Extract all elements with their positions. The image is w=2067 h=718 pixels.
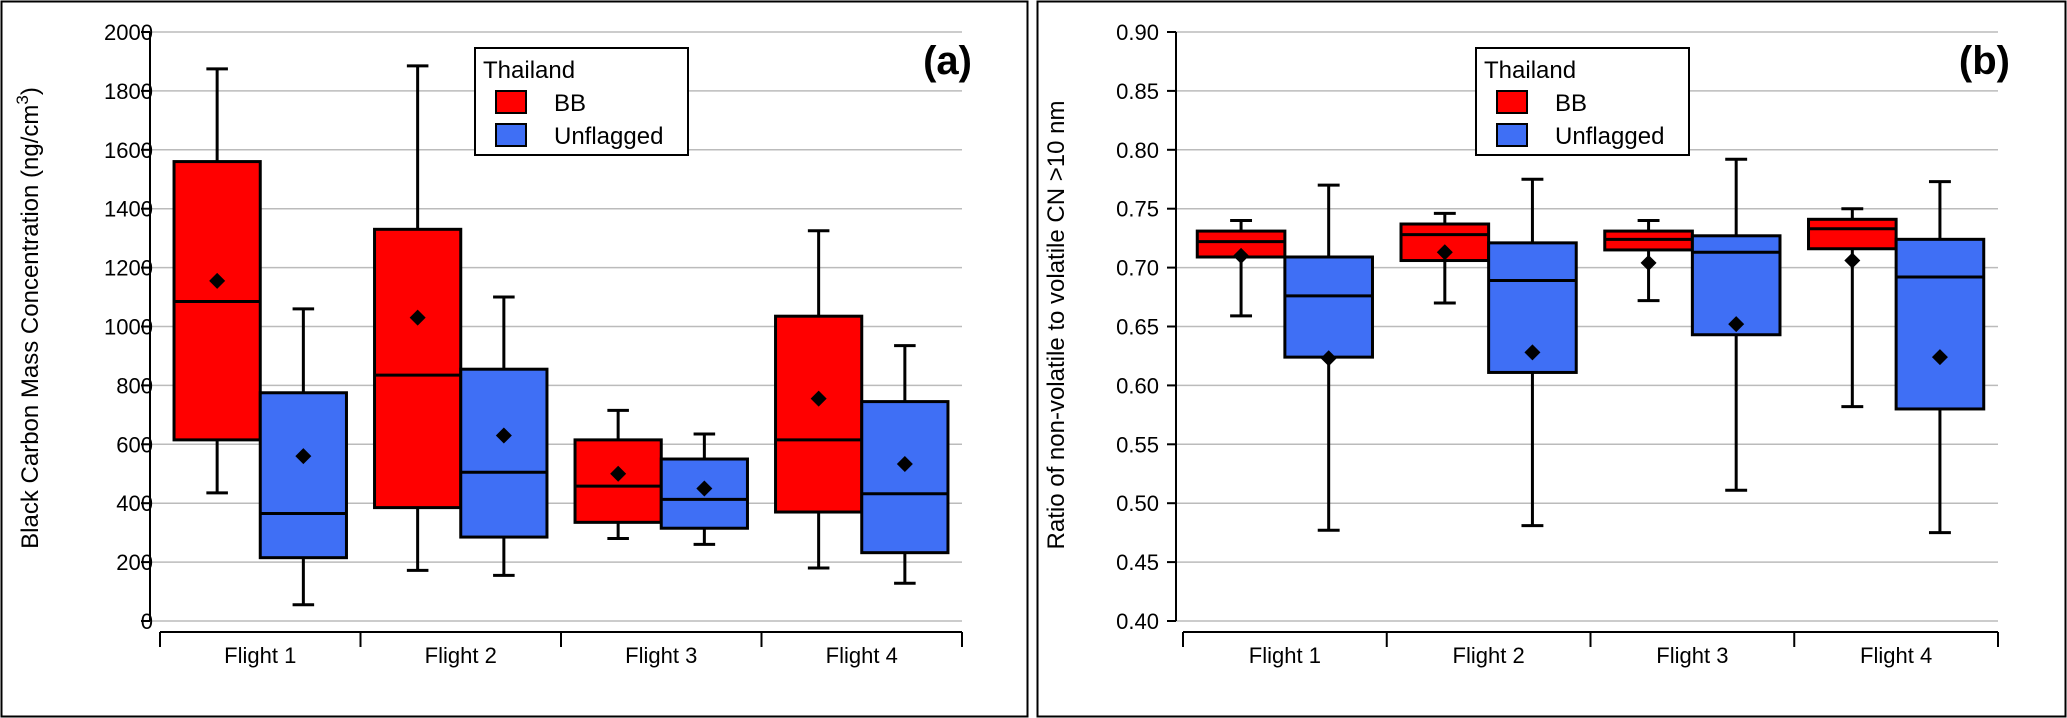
chart-b-legend: Thailand BB Unflagged (1475, 47, 1690, 156)
legend-b-label-bb: BB (1555, 90, 1587, 117)
chart-a-panel-label: (a) (923, 39, 972, 83)
y-tick-label: 0.90 (1116, 20, 1159, 45)
y-tick-label: 0.80 (1116, 138, 1159, 163)
legend-a-title: Thailand (483, 57, 575, 84)
chart-b-ylabel-main: Ratio of non-volatile to volatile CN >10… (1043, 101, 1070, 550)
y-tick-label: 0.85 (1116, 79, 1159, 104)
legend-a-swatch-unflagged (495, 123, 527, 147)
y-tick-label: 1200 (104, 256, 153, 281)
y-tick-label: 200 (116, 550, 153, 575)
y-tick-label: 1400 (104, 197, 153, 222)
y-tick-label: 1600 (104, 138, 153, 163)
box-unflagged (860, 400, 950, 555)
chart-b-ylabel: Ratio of non-volatile to volatile CN >10… (1043, 101, 1070, 550)
x-tick-label: Flight 2 (425, 643, 497, 668)
chart-a-ylabel: Black Carbon Mass Concentration (ng/cm3) (13, 87, 44, 549)
legend-b-swatch-bb (1496, 90, 1528, 114)
box-bb (1807, 217, 1898, 251)
chart-a-ylabel-sup: 3 (13, 95, 32, 104)
legend-a-label-unflagged: Unflagged (554, 123, 663, 150)
chart-b-axes: 0.40 0.45 0.50 0.55 0.60 0.65 0.70 0.75 0.80 0.85… (1116, 20, 1999, 668)
mean-marker (295, 448, 312, 465)
panel-b-frame (1036, 0, 2067, 718)
mean-marker (1844, 252, 1861, 269)
x-tick-label: Flight 4 (1860, 643, 1932, 668)
chart-b-panel-label: (b) (1959, 39, 2010, 83)
mean-marker (495, 427, 512, 444)
y-tick-label: 600 (116, 432, 153, 457)
chart-a-svg: 0 200 400 600 800 1000 1200 1400 1600 1800 2000 Fli… (0, 0, 1029, 718)
chart-b-boxes (1195, 157, 1986, 535)
box-bb (774, 314, 864, 514)
legend-b-label-unflagged: Unflagged (1555, 123, 1664, 150)
y-tick-label: 400 (116, 491, 153, 516)
chart-panel-a: 0 200 400 600 800 1000 1200 1400 1600 1800 2000 Fli… (0, 0, 1030, 718)
mean-marker (1640, 254, 1657, 271)
y-tick-label: 0.65 (1116, 315, 1159, 340)
x-tick-label: Flight 3 (625, 643, 697, 668)
box-unflagged (1894, 237, 1986, 411)
y-tick-label: 0.75 (1116, 197, 1159, 222)
y-tick-label: 0.60 (1116, 373, 1159, 398)
x-tick-label: Flight 1 (224, 643, 296, 668)
mean-marker (610, 465, 627, 482)
mean-marker (1320, 350, 1337, 367)
x-tick-label: Flight 4 (826, 643, 898, 668)
chart-a-legend: Thailand BB Unflagged (474, 47, 689, 156)
mean-marker (810, 390, 827, 407)
panel-a-frame (0, 0, 1029, 718)
mean-marker (1931, 349, 1948, 366)
chart-a-axes: 0 200 400 600 800 1000 1200 1400 1600 1800 2000 Fli… (104, 20, 963, 668)
chart-a-ylabel-main: Black Carbon Mass Concentration (ng/cm (17, 105, 44, 549)
mean-marker (896, 456, 913, 473)
y-tick-label: 0 (141, 609, 153, 634)
box-bb (373, 227, 463, 510)
mean-marker (696, 480, 713, 497)
chart-a-boxes (172, 64, 950, 607)
box-unflagged (1283, 255, 1374, 359)
y-tick-label: 800 (116, 373, 153, 398)
mean-marker (1233, 247, 1250, 264)
y-tick-label: 0.45 (1116, 550, 1159, 575)
y-tick-label: 0.40 (1116, 609, 1159, 634)
chart-b-svg: 0.40 0.45 0.50 0.55 0.60 0.65 0.70 0.75 0.80 0.85… (1036, 0, 2067, 718)
mean-marker (209, 272, 226, 289)
y-tick-label: 1800 (104, 79, 153, 104)
y-tick-label: 0.70 (1116, 256, 1159, 281)
y-tick-label: 0.55 (1116, 432, 1159, 457)
mean-marker (1436, 244, 1453, 261)
mean-marker (1728, 316, 1745, 333)
legend-a-label-bb: BB (554, 90, 586, 117)
box-unflagged (258, 391, 348, 560)
mean-marker (409, 309, 426, 326)
chart-panel-b: 0.40 0.45 0.50 0.55 0.60 0.65 0.70 0.75 0.80 0.85… (1036, 0, 2067, 718)
box-unflagged (459, 367, 549, 539)
x-tick-label: Flight 1 (1249, 643, 1321, 668)
y-tick-label: 2000 (104, 20, 153, 45)
legend-b-swatch-unflagged (1496, 123, 1528, 147)
chart-a-ylabel-close: ) (17, 87, 44, 95)
mean-marker (1524, 344, 1541, 361)
x-tick-label: Flight 2 (1453, 643, 1525, 668)
legend-b-title: Thailand (1484, 57, 1576, 84)
legend-a-swatch-bb (495, 90, 527, 114)
y-tick-label: 0.50 (1116, 491, 1159, 516)
x-tick-label: Flight 3 (1656, 643, 1728, 668)
y-tick-label: 1000 (104, 315, 153, 340)
